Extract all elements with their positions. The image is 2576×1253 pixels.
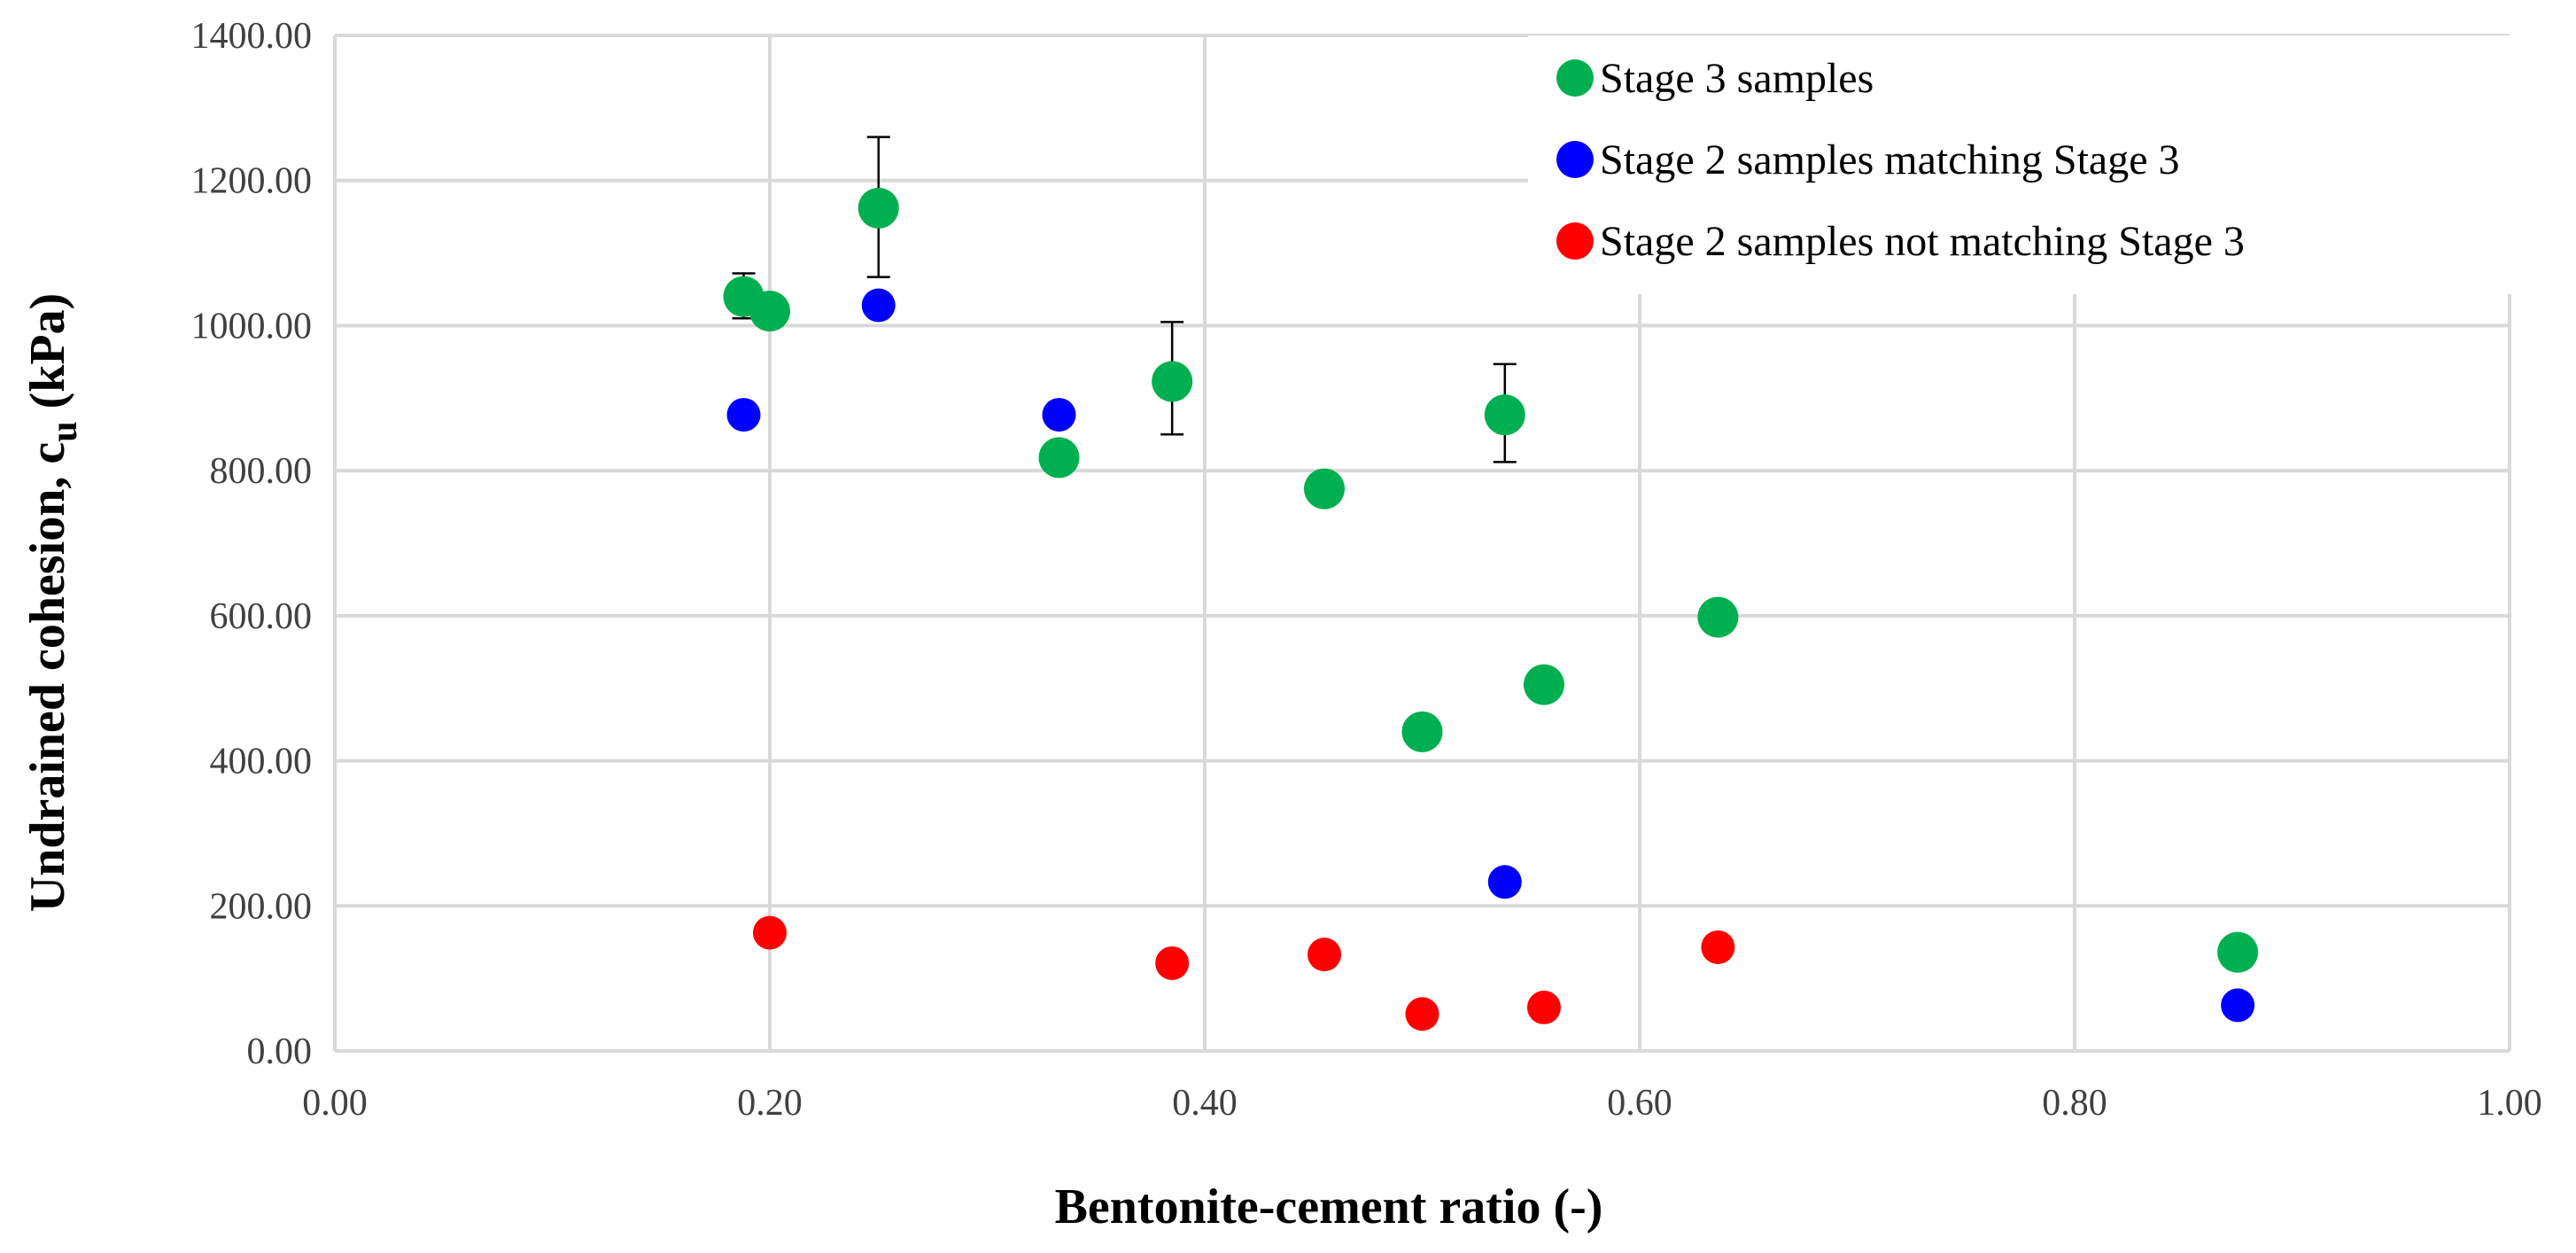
data-points — [723, 187, 2259, 1031]
y-tick-label: 600.00 — [210, 596, 313, 637]
point-stage3 — [2217, 931, 2259, 973]
legend-marker-stage2-matching — [1556, 141, 1594, 178]
tick-labels: 0.00 200.00 400.00 600.00 800.00 1000.00 1200.… — [191, 16, 2542, 1124]
point-stage2-matching — [861, 288, 896, 323]
point-stage2-not-matching — [1405, 997, 1439, 1031]
point-stage3 — [1038, 437, 1080, 479]
x-tick-label: 0.40 — [1172, 1083, 1238, 1124]
point-stage2-matching — [1487, 865, 1522, 899]
point-stage3 — [1484, 394, 1525, 436]
gridlines — [333, 34, 2511, 1053]
legend-marker-stage2-not-matching — [1556, 222, 1594, 260]
legend: Stage 3 samples Stage 2 samples matching… — [1528, 35, 2516, 294]
x-tick-label: 0.20 — [737, 1083, 803, 1124]
point-stage2-matching — [2221, 988, 2255, 1023]
y-tick-label: 800.00 — [210, 451, 313, 492]
y-tick-label: 400.00 — [210, 742, 313, 782]
point-stage2-not-matching — [1526, 990, 1561, 1024]
y-axis-title-subscript: u — [44, 421, 85, 441]
point-stage3 — [749, 291, 790, 332]
y-axis-title-unit: (kPa) — [20, 293, 75, 422]
legend-marker-stage3 — [1556, 59, 1594, 97]
legend-background — [1528, 35, 2516, 294]
x-tick-label: 0.60 — [1607, 1083, 1672, 1124]
point-stage3 — [1152, 361, 1193, 402]
point-stage2-not-matching — [1307, 938, 1342, 972]
x-axis-title: Bentonite-cement ratio (-) — [1055, 1179, 1603, 1234]
point-stage3 — [1697, 596, 1739, 638]
point-stage2-not-matching — [1155, 946, 1190, 980]
point-stage2-not-matching — [1701, 930, 1735, 964]
point-stage3 — [857, 187, 899, 229]
y-axis-title: Undrained cohesion, cu (kPa) — [20, 293, 85, 913]
point-stage3 — [1401, 711, 1443, 752]
y-tick-label: 1000.00 — [191, 306, 313, 346]
y-tick-label: 1400.00 — [191, 16, 313, 57]
y-axis-title-main: Undrained cohesion, c — [20, 442, 75, 913]
point-stage2-matching — [726, 398, 761, 432]
x-tick-label: 1.00 — [2477, 1083, 2542, 1124]
point-stage3 — [1523, 664, 1564, 705]
legend-label-stage2-not-matching: Stage 2 samples not matching Stage 3 — [1600, 218, 2245, 265]
point-stage2-matching — [1042, 398, 1076, 432]
legend-label-stage2-matching: Stage 2 samples matching Stage 3 — [1600, 136, 2180, 183]
x-tick-label: 0.80 — [2042, 1083, 2107, 1124]
y-tick-label: 1200.00 — [191, 161, 313, 202]
point-stage3 — [1304, 468, 1346, 510]
y-tick-label: 200.00 — [210, 886, 313, 927]
x-tick-label: 0.00 — [302, 1083, 368, 1124]
legend-label-stage3: Stage 3 samples — [1600, 55, 1874, 102]
y-tick-label: 0.00 — [247, 1031, 313, 1072]
point-stage2-not-matching — [753, 915, 787, 950]
